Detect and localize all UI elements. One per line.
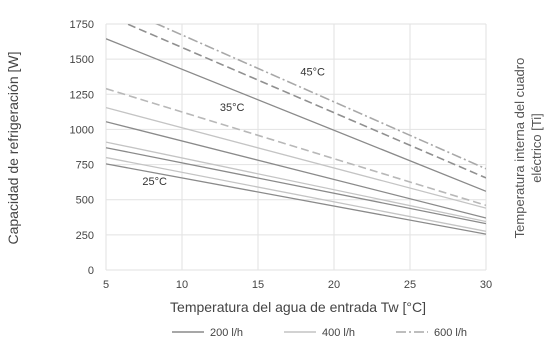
series-line-45c-8 bbox=[125, 24, 486, 179]
legend-label-1: 400 l/h bbox=[322, 327, 355, 339]
x-tick-label-3: 20 bbox=[328, 279, 340, 291]
x-axis-title: Temperatura del agua de entrada Tw [°C] bbox=[170, 299, 426, 315]
x-tick-label-0: 5 bbox=[103, 279, 109, 291]
series-line-25c-1 bbox=[106, 156, 486, 232]
series-line-35c-5 bbox=[106, 107, 486, 209]
x-tick-label-2: 15 bbox=[252, 279, 264, 291]
y-tick-label-0: 0 bbox=[88, 265, 94, 277]
x-tick-label-1: 10 bbox=[176, 279, 188, 291]
legend-label-2: 600 l/h bbox=[434, 327, 467, 339]
series-lines bbox=[106, 24, 486, 235]
temperature-annotations: 25°C 35°C 45°C bbox=[142, 66, 325, 188]
series-line-25c-0 bbox=[106, 163, 486, 235]
y2-axis-title-line-1: Temperatura interna del cuadro bbox=[512, 58, 527, 239]
legend: 200 l/h 400 l/h 600 l/h bbox=[172, 327, 467, 339]
y-axis-title: Capacidad de refrigeración [W] bbox=[5, 52, 21, 245]
grid bbox=[105, 23, 487, 271]
y2-axis-title-line-2: eléctrico [Ti] bbox=[529, 113, 544, 183]
x-tick-label-4: 25 bbox=[404, 279, 416, 291]
legend-label-0: 200 l/h bbox=[210, 327, 243, 339]
series-line-25c-3 bbox=[106, 141, 486, 223]
series-line-35c-4 bbox=[106, 121, 486, 219]
series-line-35c-6 bbox=[106, 87, 486, 207]
y-tick-label-4: 1000 bbox=[70, 124, 94, 136]
y-tick-label-2: 500 bbox=[76, 195, 94, 207]
y-tick-label-5: 1250 bbox=[70, 89, 94, 101]
y-tick-label-1: 250 bbox=[76, 230, 94, 242]
series-line-45c-9 bbox=[155, 24, 486, 170]
y-tick-label-3: 750 bbox=[76, 160, 94, 172]
annotation-35c: 35°C bbox=[220, 102, 245, 114]
annotation-25c: 25°C bbox=[142, 176, 167, 188]
series-line-45c-7 bbox=[106, 38, 486, 192]
y-tick-label-7: 1750 bbox=[70, 19, 94, 31]
axis-ticks: 0 250 500 750 1000 1250 1500 1750 5 10 15 20 25 30 bbox=[70, 19, 493, 291]
series-line-25c-2 bbox=[106, 147, 486, 225]
annotation-45c: 45°C bbox=[300, 66, 325, 78]
y-tick-label-6: 1500 bbox=[70, 54, 94, 66]
x-tick-label-5: 30 bbox=[480, 279, 492, 291]
